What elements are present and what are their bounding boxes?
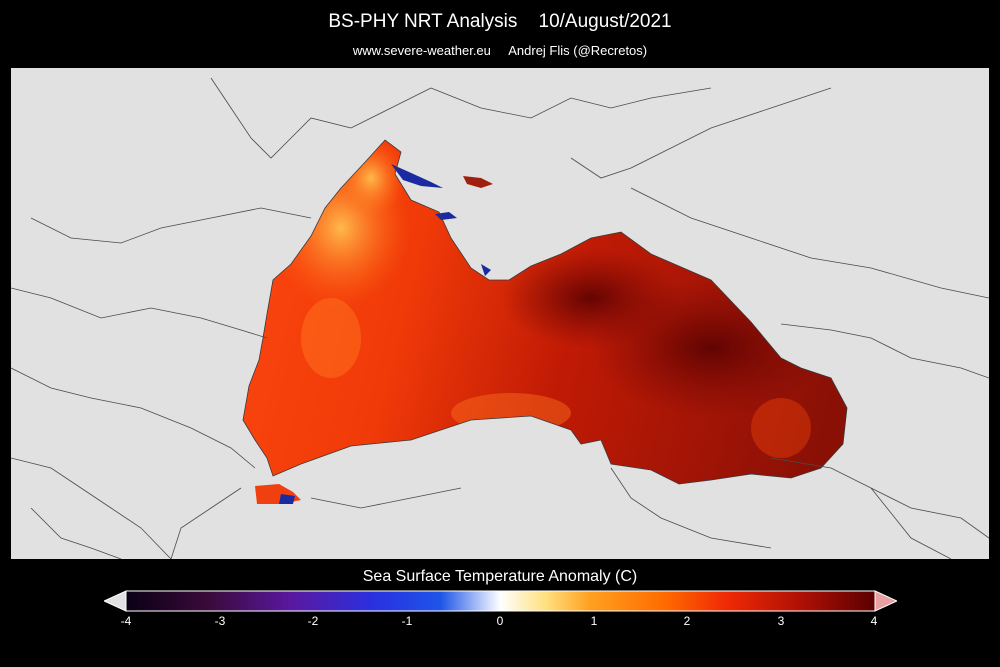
coastline <box>242 139 848 485</box>
cold-anomaly-spot <box>391 164 443 188</box>
colorbar-tick: -3 <box>214 614 226 628</box>
colorbar-tick: -1 <box>401 614 413 628</box>
colorbar-ticks: -4 -3 -2 -1 0 1 2 3 4 <box>0 614 1000 634</box>
colorbar-tick: 0 <box>496 614 504 628</box>
colorbar-tick: -4 <box>120 614 132 628</box>
colorbar-title: Sea Surface Temperature Anomaly (C) <box>362 568 638 585</box>
colorbar-tick: 1 <box>590 614 598 628</box>
colorbar-over-arrow <box>874 590 897 612</box>
country-borders <box>11 77 989 559</box>
colorbar-tick: 3 <box>777 614 785 628</box>
sst-anomaly-map <box>11 68 989 559</box>
map-title: BS-PHY NRT Analysis 10/August/2021 <box>328 11 672 32</box>
colorbar-tick: 2 <box>683 614 691 628</box>
map-canvas <box>11 68 989 559</box>
colorbar-under-arrow <box>104 590 127 612</box>
colorbar-gradient <box>125 590 876 612</box>
colorbar-tick: -2 <box>307 614 319 628</box>
colorbar <box>104 590 897 612</box>
colorbar-tick: 4 <box>870 614 878 628</box>
map-subtitle: www.severe-weather.eu Andrej Flis (@Recr… <box>352 43 648 58</box>
